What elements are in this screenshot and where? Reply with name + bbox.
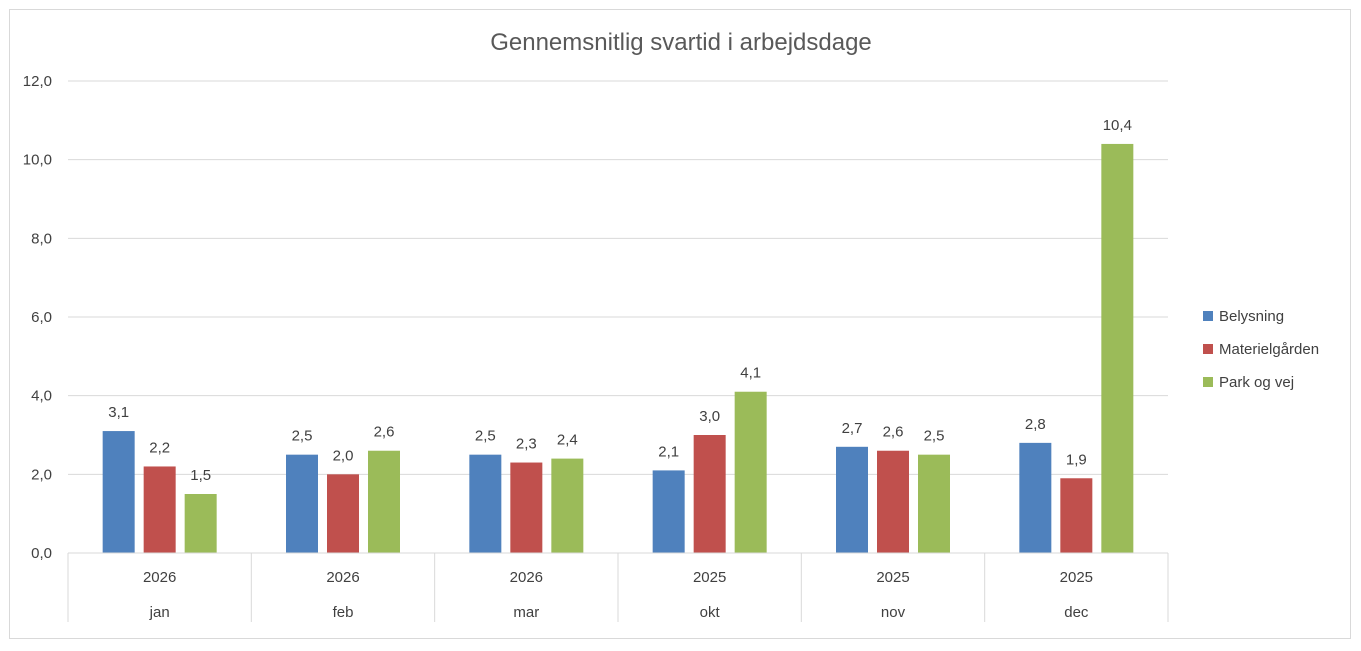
legend-label: Belysning (1219, 308, 1284, 325)
data-label: 1,9 (1066, 451, 1087, 468)
x-tick-label-month: feb (333, 604, 354, 621)
bar-belysning-nov (836, 446, 868, 553)
x-tick-label-month: nov (881, 604, 906, 621)
bar-belysning-okt (652, 470, 685, 553)
y-axis: 0,0 2,0 4,0 6,0 8,0 10,0 12,0 (23, 73, 52, 562)
y-tick-label: 2,0 (31, 466, 52, 483)
data-label: 2,8 (1025, 416, 1046, 433)
x-tick-label-year: 2026 (510, 569, 543, 586)
data-label: 2,5 (292, 428, 313, 445)
y-tick-label: 10,0 (23, 152, 52, 169)
x-tick-label-month: jan (149, 604, 170, 621)
data-label: 4,1 (740, 365, 761, 382)
data-label: 2,4 (557, 432, 578, 449)
data-label: 2,3 (516, 436, 537, 453)
bar-materielgården-nov (877, 450, 909, 553)
data-label: 2,1 (658, 443, 679, 460)
legend-label: Materielgården (1219, 341, 1319, 358)
data-label: 2,5 (475, 428, 496, 445)
bar-park-og-vej-dec (1101, 143, 1134, 553)
x-tick-label-year: 2025 (876, 569, 909, 586)
bar-park-og-vej-nov (918, 454, 950, 553)
x-tick-label-month: okt (700, 604, 721, 621)
x-tick-label-month: mar (513, 604, 539, 621)
bar-materielgården-feb (327, 474, 359, 553)
legend-swatch (1203, 311, 1213, 321)
bar-park-og-vej-feb (368, 450, 400, 553)
legend-swatch (1203, 377, 1213, 387)
bars: 3,1 2,2 1,5 2,5 2,0 2,6 2,5 2,3 2,4 2,1 3,0 4,1 2,7 2… (102, 117, 1134, 553)
bar-materielgården-dec (1060, 478, 1093, 553)
data-label: 3,1 (108, 404, 129, 421)
x-tick-label-year: 2026 (326, 569, 359, 586)
gridlines (68, 80, 1168, 554)
chart-title: Gennemsnitlig svartid i arbejdsdage (490, 29, 872, 56)
bar-park-og-vej-mar (551, 458, 584, 553)
data-label: 1,5 (190, 467, 211, 484)
data-label: 2,5 (924, 428, 945, 445)
bar-materielgården-mar (510, 462, 543, 553)
x-tick-label-year: 2026 (143, 569, 176, 586)
bar-park-og-vej-okt (734, 391, 767, 553)
y-tick-label: 12,0 (23, 73, 52, 90)
legend-swatch (1203, 344, 1213, 354)
y-tick-label: 4,0 (31, 388, 52, 405)
bar-materielgården-jan (143, 466, 176, 553)
x-axis: 2026 jan 2026 feb 2026 mar 2025 okt 2025 nov 2025 d… (67, 552, 1169, 622)
bar-belysning-dec (1019, 442, 1052, 553)
data-label: 10,4 (1103, 117, 1132, 134)
y-tick-label: 0,0 (31, 545, 52, 562)
bar-park-og-vej-jan (184, 494, 217, 553)
bar-belysning-mar (469, 454, 502, 553)
y-tick-label: 6,0 (31, 309, 52, 326)
data-label: 2,6 (883, 424, 904, 441)
bar-materielgården-okt (693, 435, 726, 553)
legend-label: Park og vej (1219, 374, 1294, 391)
x-tick-label-year: 2025 (1060, 569, 1093, 586)
bar-belysning-jan (102, 431, 135, 553)
data-label: 2,2 (149, 439, 170, 456)
bar-belysning-feb (286, 454, 318, 553)
y-tick-label: 8,0 (31, 230, 52, 247)
x-tick-label-year: 2025 (693, 569, 726, 586)
data-label: 3,0 (699, 408, 720, 425)
data-label: 2,6 (374, 424, 395, 441)
x-tick-label-month: dec (1064, 604, 1089, 621)
legend: Belysning Materielgården Park og vej (1203, 308, 1319, 391)
data-label: 2,7 (842, 420, 863, 437)
data-label: 2,0 (333, 447, 354, 464)
